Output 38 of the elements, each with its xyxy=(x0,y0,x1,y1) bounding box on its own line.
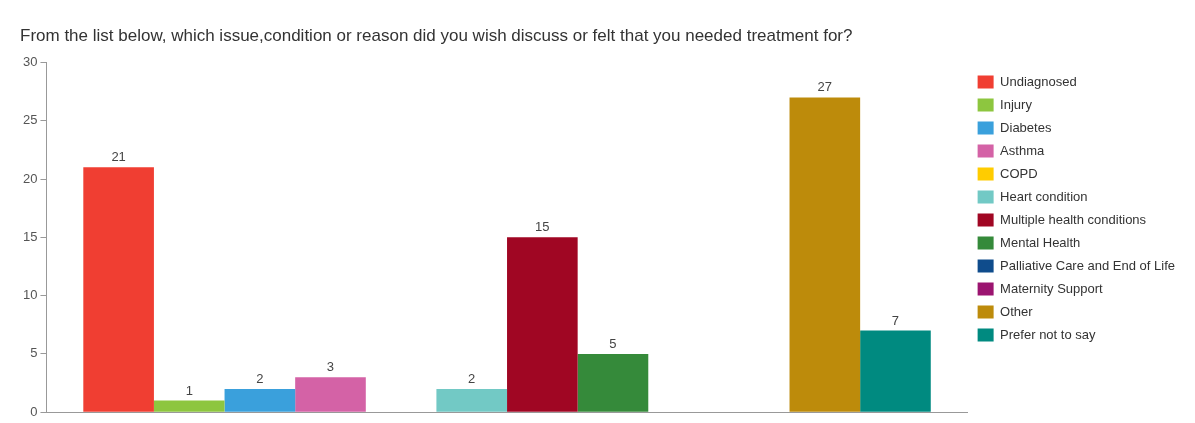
y-tick-label: 25 xyxy=(22,112,38,128)
y-tick-label: 20 xyxy=(22,170,38,186)
legend-label: Undiagnosed xyxy=(1000,73,1077,89)
legend-label: Diabetes xyxy=(1000,119,1052,135)
legend-label: Maternity Support xyxy=(1000,280,1104,296)
data-label: 2 xyxy=(256,370,264,386)
bar xyxy=(436,388,508,412)
bar xyxy=(153,400,225,412)
data-label: 3 xyxy=(326,359,335,375)
legend-label: Palliative Care and End of Life xyxy=(1000,257,1176,273)
bar xyxy=(577,353,649,412)
y-tick-label: 0 xyxy=(30,403,38,419)
chart-title: From the list below, which issue,condition or reason did you wish discuss or felt that you needed treatment for? xyxy=(20,25,853,45)
legend-label: Mental Health xyxy=(1000,234,1081,250)
legend-label: Heart condition xyxy=(1000,188,1088,204)
bar xyxy=(507,237,578,412)
bar xyxy=(860,330,931,412)
bar xyxy=(224,388,296,412)
legend-label: COPD xyxy=(1000,165,1038,181)
legend-label: Other xyxy=(1000,303,1034,319)
data-label: 5 xyxy=(609,335,617,351)
y-tick-label: 10 xyxy=(22,287,38,303)
legend-label: Asthma xyxy=(1000,142,1045,158)
legend-label: Prefer not to say xyxy=(1000,326,1096,342)
data-label: 7 xyxy=(891,312,900,328)
bar xyxy=(83,167,154,412)
data-label: 27 xyxy=(817,79,833,95)
bar xyxy=(295,377,366,412)
data-label: 1 xyxy=(185,382,193,398)
y-tick-label: 15 xyxy=(22,228,38,244)
bar xyxy=(789,97,861,412)
data-label: 15 xyxy=(535,219,550,235)
y-tick-label: 30 xyxy=(22,53,38,69)
y-tick-label: 5 xyxy=(30,345,38,361)
legend-label: Multiple health conditions xyxy=(1000,211,1147,227)
data-label: 21 xyxy=(111,149,126,165)
legend-label: Injury xyxy=(1000,96,1033,112)
data-label: 2 xyxy=(468,370,476,386)
